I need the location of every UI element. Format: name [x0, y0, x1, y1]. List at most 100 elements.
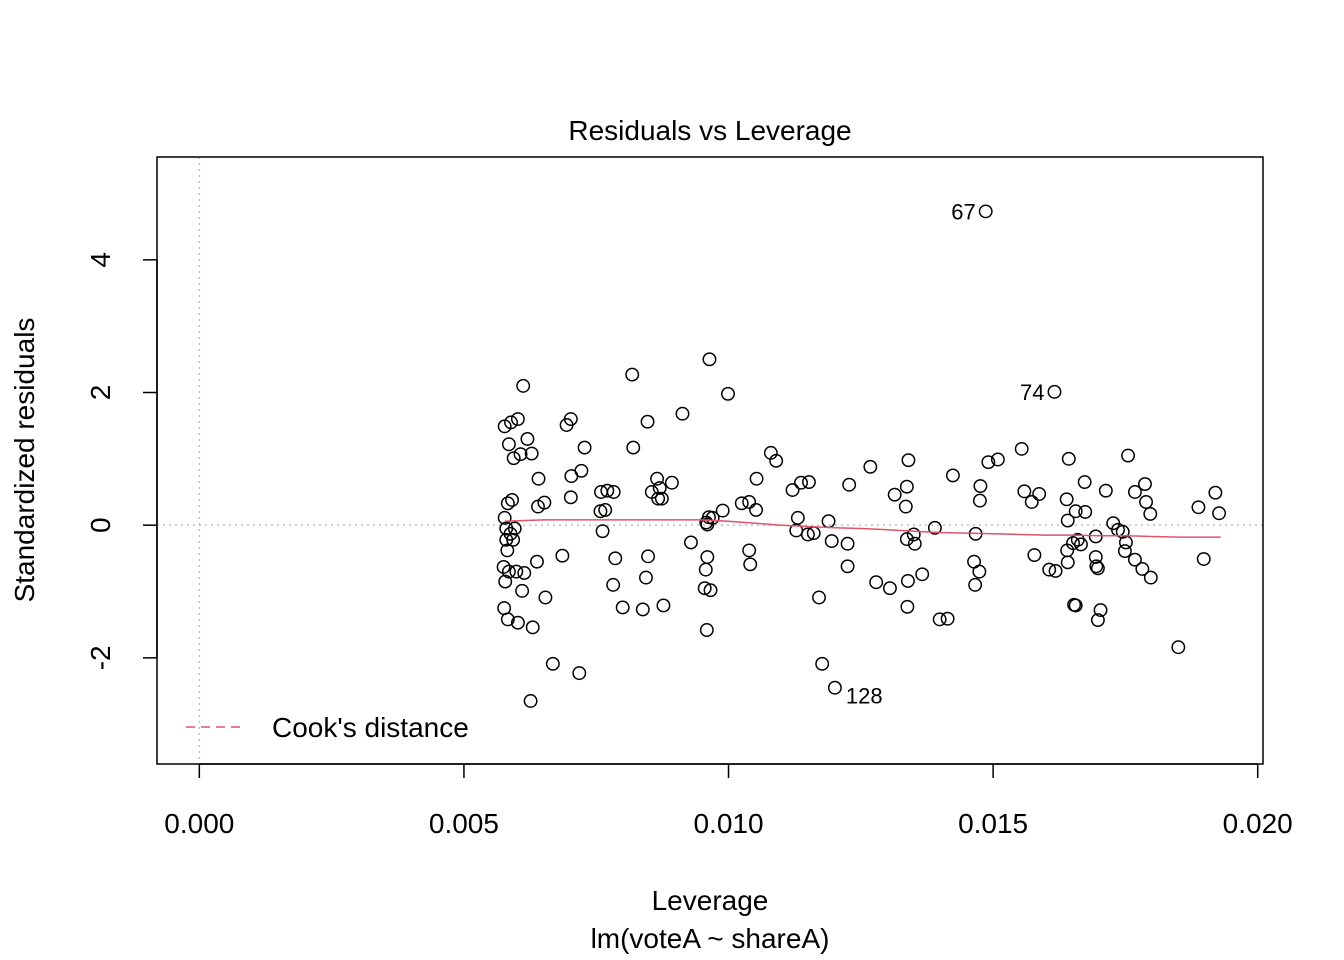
data-point — [606, 577, 621, 592]
data-point — [652, 481, 667, 495]
data-point — [545, 656, 560, 671]
data-point — [563, 412, 578, 426]
data-point — [577, 440, 592, 455]
data-point — [721, 386, 735, 401]
data-point — [978, 204, 993, 219]
data-point — [538, 590, 553, 605]
data-point — [906, 527, 921, 542]
data-point — [499, 532, 514, 547]
x-tick-label: 0.020 — [1223, 808, 1293, 839]
data-point — [1078, 504, 1093, 519]
data-point — [700, 517, 715, 532]
reference-lines — [157, 157, 1263, 764]
data-point — [749, 471, 764, 486]
data-point — [1138, 477, 1152, 492]
smooth-fit-line — [504, 519, 1221, 538]
data-point — [1047, 384, 1062, 399]
data-point — [683, 535, 698, 550]
data-point — [812, 590, 826, 605]
data-point — [900, 599, 915, 614]
data-point — [1089, 559, 1104, 574]
data-point — [932, 612, 947, 627]
data-point — [968, 577, 983, 592]
smooth-line — [504, 519, 1221, 538]
data-point — [510, 412, 525, 426]
data-points — [496, 204, 1227, 708]
data-point — [887, 487, 902, 502]
data-point — [1061, 451, 1076, 466]
data-point — [1115, 524, 1130, 539]
point-labels: 67 74 128 — [846, 199, 1045, 708]
data-point — [523, 694, 538, 708]
data-point — [1060, 555, 1075, 570]
data-point — [496, 560, 511, 574]
data-point — [501, 564, 516, 579]
data-point — [863, 459, 878, 474]
data-point — [675, 406, 690, 421]
data-point — [506, 451, 521, 466]
data-point — [574, 463, 589, 478]
data-point — [1212, 506, 1227, 521]
data-point — [520, 431, 535, 446]
data-point — [1121, 448, 1136, 463]
data-point — [615, 600, 630, 615]
data-point — [1127, 485, 1142, 499]
data-point — [698, 562, 713, 577]
data-point — [530, 554, 544, 569]
x-tick-label: 0.015 — [958, 808, 1028, 839]
data-point — [821, 514, 836, 529]
y-axis: -2 0 2 4 — [85, 252, 158, 670]
x-tick-label: 0.005 — [429, 808, 499, 839]
data-point — [1060, 513, 1075, 528]
data-point — [1024, 495, 1039, 509]
data-point — [945, 468, 960, 483]
data-point — [699, 623, 714, 637]
data-point — [500, 496, 515, 511]
data-point — [840, 536, 855, 551]
data-point — [497, 601, 512, 616]
data-point — [790, 510, 805, 525]
data-point — [515, 583, 530, 598]
data-point — [700, 550, 715, 564]
data-point — [1143, 570, 1158, 585]
data-point — [1171, 640, 1186, 655]
chart-subtitle: lm(voteA ~ shareA) — [591, 923, 830, 954]
data-point — [641, 549, 656, 564]
data-point — [500, 543, 515, 558]
data-point — [800, 527, 815, 542]
data-point — [626, 440, 641, 455]
data-point — [882, 581, 897, 596]
data-point — [900, 573, 915, 588]
data-point — [598, 502, 613, 517]
point-label: 67 — [951, 199, 975, 224]
data-point — [898, 499, 913, 514]
data-point — [517, 565, 532, 580]
data-point — [1032, 487, 1047, 501]
data-point — [1077, 475, 1092, 490]
data-point — [524, 446, 539, 461]
data-point — [1014, 441, 1029, 456]
x-tick-label: 0.010 — [693, 808, 763, 839]
data-point — [842, 477, 857, 492]
data-point — [734, 496, 749, 511]
data-point — [715, 503, 730, 518]
data-point — [840, 559, 855, 574]
y-tick-label: 0 — [85, 517, 116, 533]
data-point — [498, 574, 513, 589]
data-point — [501, 437, 516, 452]
data-point — [1118, 535, 1133, 550]
data-point — [743, 557, 758, 572]
x-axis: 0.000 0.005 0.010 0.015 0.020 — [164, 763, 1293, 839]
data-point — [1074, 537, 1088, 552]
data-point — [785, 483, 800, 497]
data-point — [608, 551, 623, 566]
point-label: 128 — [846, 684, 883, 709]
data-point — [1090, 561, 1105, 576]
data-point — [927, 520, 942, 535]
x-axis-label: Leverage — [652, 885, 769, 916]
data-point — [794, 475, 808, 490]
data-point — [981, 455, 996, 470]
data-point — [869, 575, 884, 590]
data-point — [516, 378, 531, 393]
data-point — [1127, 552, 1142, 567]
